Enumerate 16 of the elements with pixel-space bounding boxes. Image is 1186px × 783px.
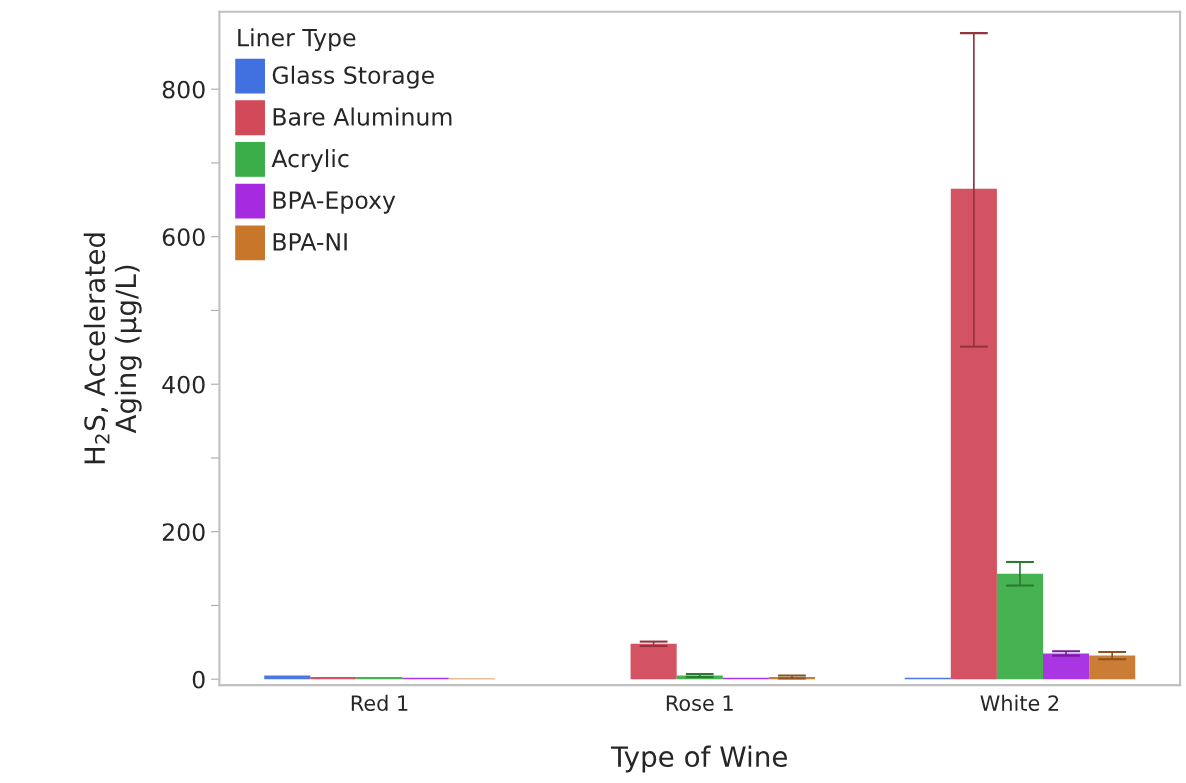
x-axis-title: Type of Wine [610,745,787,773]
x-tick-label: White 2 [980,694,1059,711]
legend-label: Glass Storage [272,65,434,89]
legend-label: BPA-Epoxy [273,191,396,214]
y-tick-label: 800 [162,80,205,99]
legend-title: Liner Type [238,28,356,52]
y-tick-label: 400 [162,375,205,394]
y-tick-label: 200 [162,523,205,542]
y-tick-label: 0 [192,670,205,689]
legend-label: BPA-NI [273,233,347,251]
x-tick-label: Rose 1 [666,695,733,711]
y-tick-label: 600 [162,228,205,246]
legend-label: Bare Aluminum [273,107,452,126]
legend-label: Acrylic [271,149,349,172]
x-tick-label: Red 1 [351,694,408,711]
y-axis-title: H$_{2}$S, Accelerated Aging (µg/L) [83,233,142,464]
